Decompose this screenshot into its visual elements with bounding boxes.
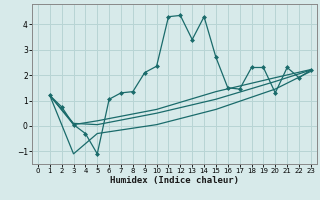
X-axis label: Humidex (Indice chaleur): Humidex (Indice chaleur) (110, 176, 239, 185)
